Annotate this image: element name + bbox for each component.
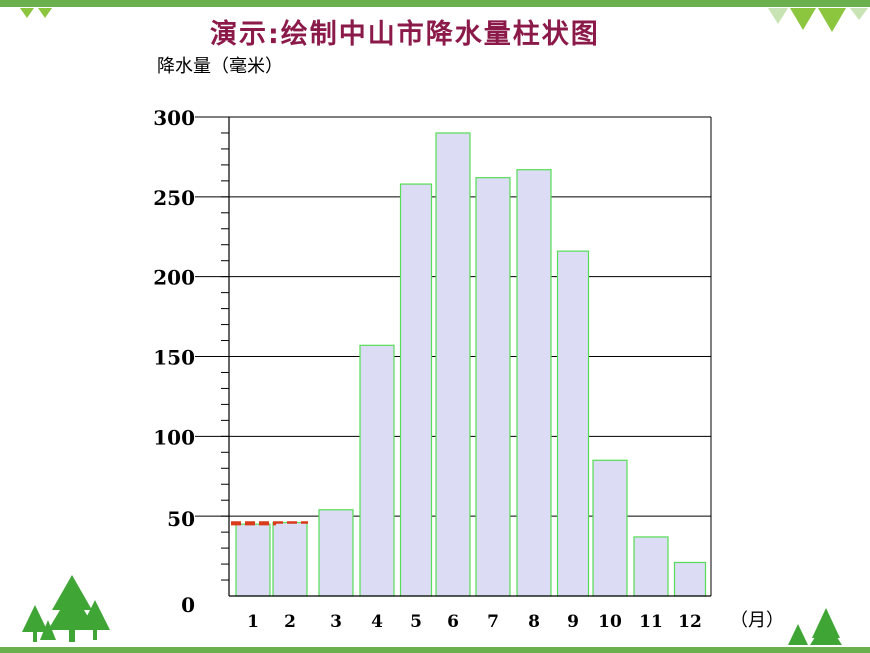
x-tick-label: 4	[371, 612, 383, 632]
triangle-decoration-icon	[38, 8, 52, 18]
x-tick-label: 9	[567, 612, 579, 632]
x-axis-unit-label: （月）	[730, 610, 784, 631]
bar-month-2	[272, 521, 308, 597]
bar-month-5	[399, 183, 433, 597]
triangle-decoration-icon	[790, 8, 816, 30]
tree-cluster-right-icon	[788, 608, 842, 645]
x-tick-label: 5	[410, 612, 422, 632]
x-tick-label: 11	[639, 612, 663, 632]
bar-month-12	[673, 561, 707, 597]
x-tick-label: 7	[487, 612, 499, 632]
axes	[195, 116, 712, 597]
y-axis-label: 降水量（毫米）	[157, 56, 283, 77]
bar-month-1	[235, 523, 271, 597]
x-tick-label: 6	[447, 612, 459, 632]
bar-month-4	[359, 344, 395, 597]
x-tick-label: 10	[598, 612, 622, 632]
bar-month-6	[435, 132, 471, 597]
bar-month-7	[475, 177, 511, 597]
triangle-decoration-icon	[768, 8, 788, 24]
y-tick-label: 200	[153, 266, 195, 290]
bar-month-9	[556, 250, 590, 597]
x-tick-label: 1	[247, 612, 259, 632]
bar-month-10	[592, 459, 628, 597]
x-tick-label: 2	[284, 612, 296, 632]
x-tick-label: 12	[678, 612, 702, 632]
y-tick-label: 0	[181, 593, 195, 617]
tree-cluster-left-icon	[22, 575, 110, 642]
guide-dashes	[231, 521, 308, 526]
y-tick-label: 250	[153, 186, 195, 210]
y-tick-label: 150	[153, 346, 195, 370]
bar-month-8	[516, 169, 552, 597]
top-accent-bar	[0, 0, 870, 7]
y-tick-label: 50	[167, 507, 195, 531]
y-tick-label: 100	[153, 425, 195, 449]
slide-title: 演示:绘制中山市降水量柱状图	[210, 19, 600, 50]
bar-month-11	[633, 536, 669, 597]
triangle-decoration-icon	[818, 8, 846, 32]
triangle-decoration-icon	[850, 8, 868, 20]
triangle-decoration-icon	[20, 8, 34, 18]
bars	[235, 132, 707, 597]
bottom-accent-bar	[0, 647, 870, 653]
x-tick-label: 8	[528, 612, 540, 632]
x-tick-label: 3	[330, 612, 342, 632]
y-tick-label: 300	[153, 106, 195, 130]
bar-month-3	[318, 509, 354, 597]
